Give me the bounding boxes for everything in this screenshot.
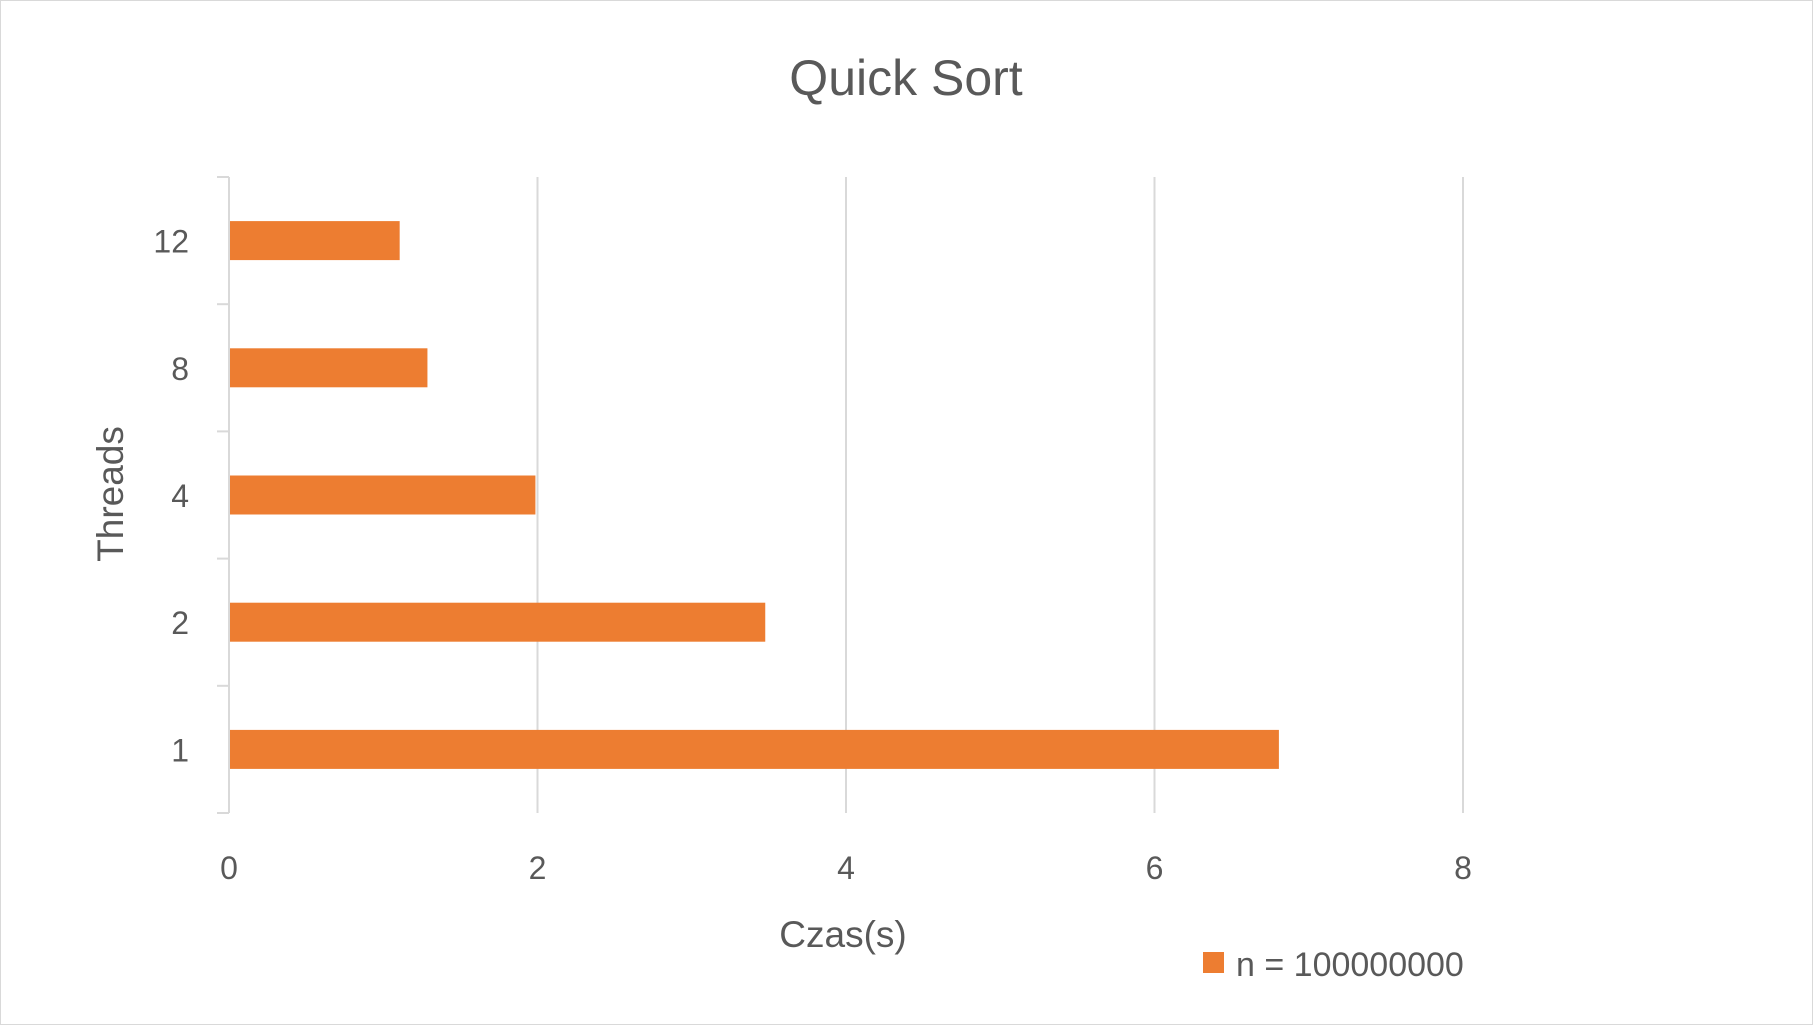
bar-2	[230, 602, 766, 642]
y-axis	[217, 176, 230, 814]
gridlines	[536, 177, 1464, 813]
bars	[230, 221, 1279, 769]
x-tick-label: 0	[220, 850, 238, 886]
y-tick-label: 4	[171, 478, 189, 514]
x-tick-label: 2	[529, 850, 547, 886]
x-axis-title: Czas(s)	[779, 914, 906, 955]
bar-1	[230, 729, 1279, 769]
bar-12	[230, 221, 400, 261]
x-tick-label: 6	[1146, 850, 1164, 886]
legend-label: n = 100000000	[1236, 946, 1464, 984]
y-tick-label: 8	[171, 351, 189, 387]
y-tick-label: 2	[171, 605, 189, 641]
bar-8	[230, 348, 428, 388]
y-tick-label: 1	[171, 732, 189, 768]
bar-4	[230, 475, 536, 515]
chart-title: Quick Sort	[789, 50, 1023, 106]
y-tick-label: 12	[153, 224, 189, 260]
y-axis-title: Threads	[90, 426, 131, 562]
legend-swatch	[1203, 952, 1224, 973]
x-tick-label: 8	[1454, 850, 1472, 886]
legend: n = 100000000	[1203, 946, 1464, 984]
x-tick-labels: 0 2 4 6 8	[220, 850, 1472, 886]
x-tick-label: 4	[837, 850, 855, 886]
